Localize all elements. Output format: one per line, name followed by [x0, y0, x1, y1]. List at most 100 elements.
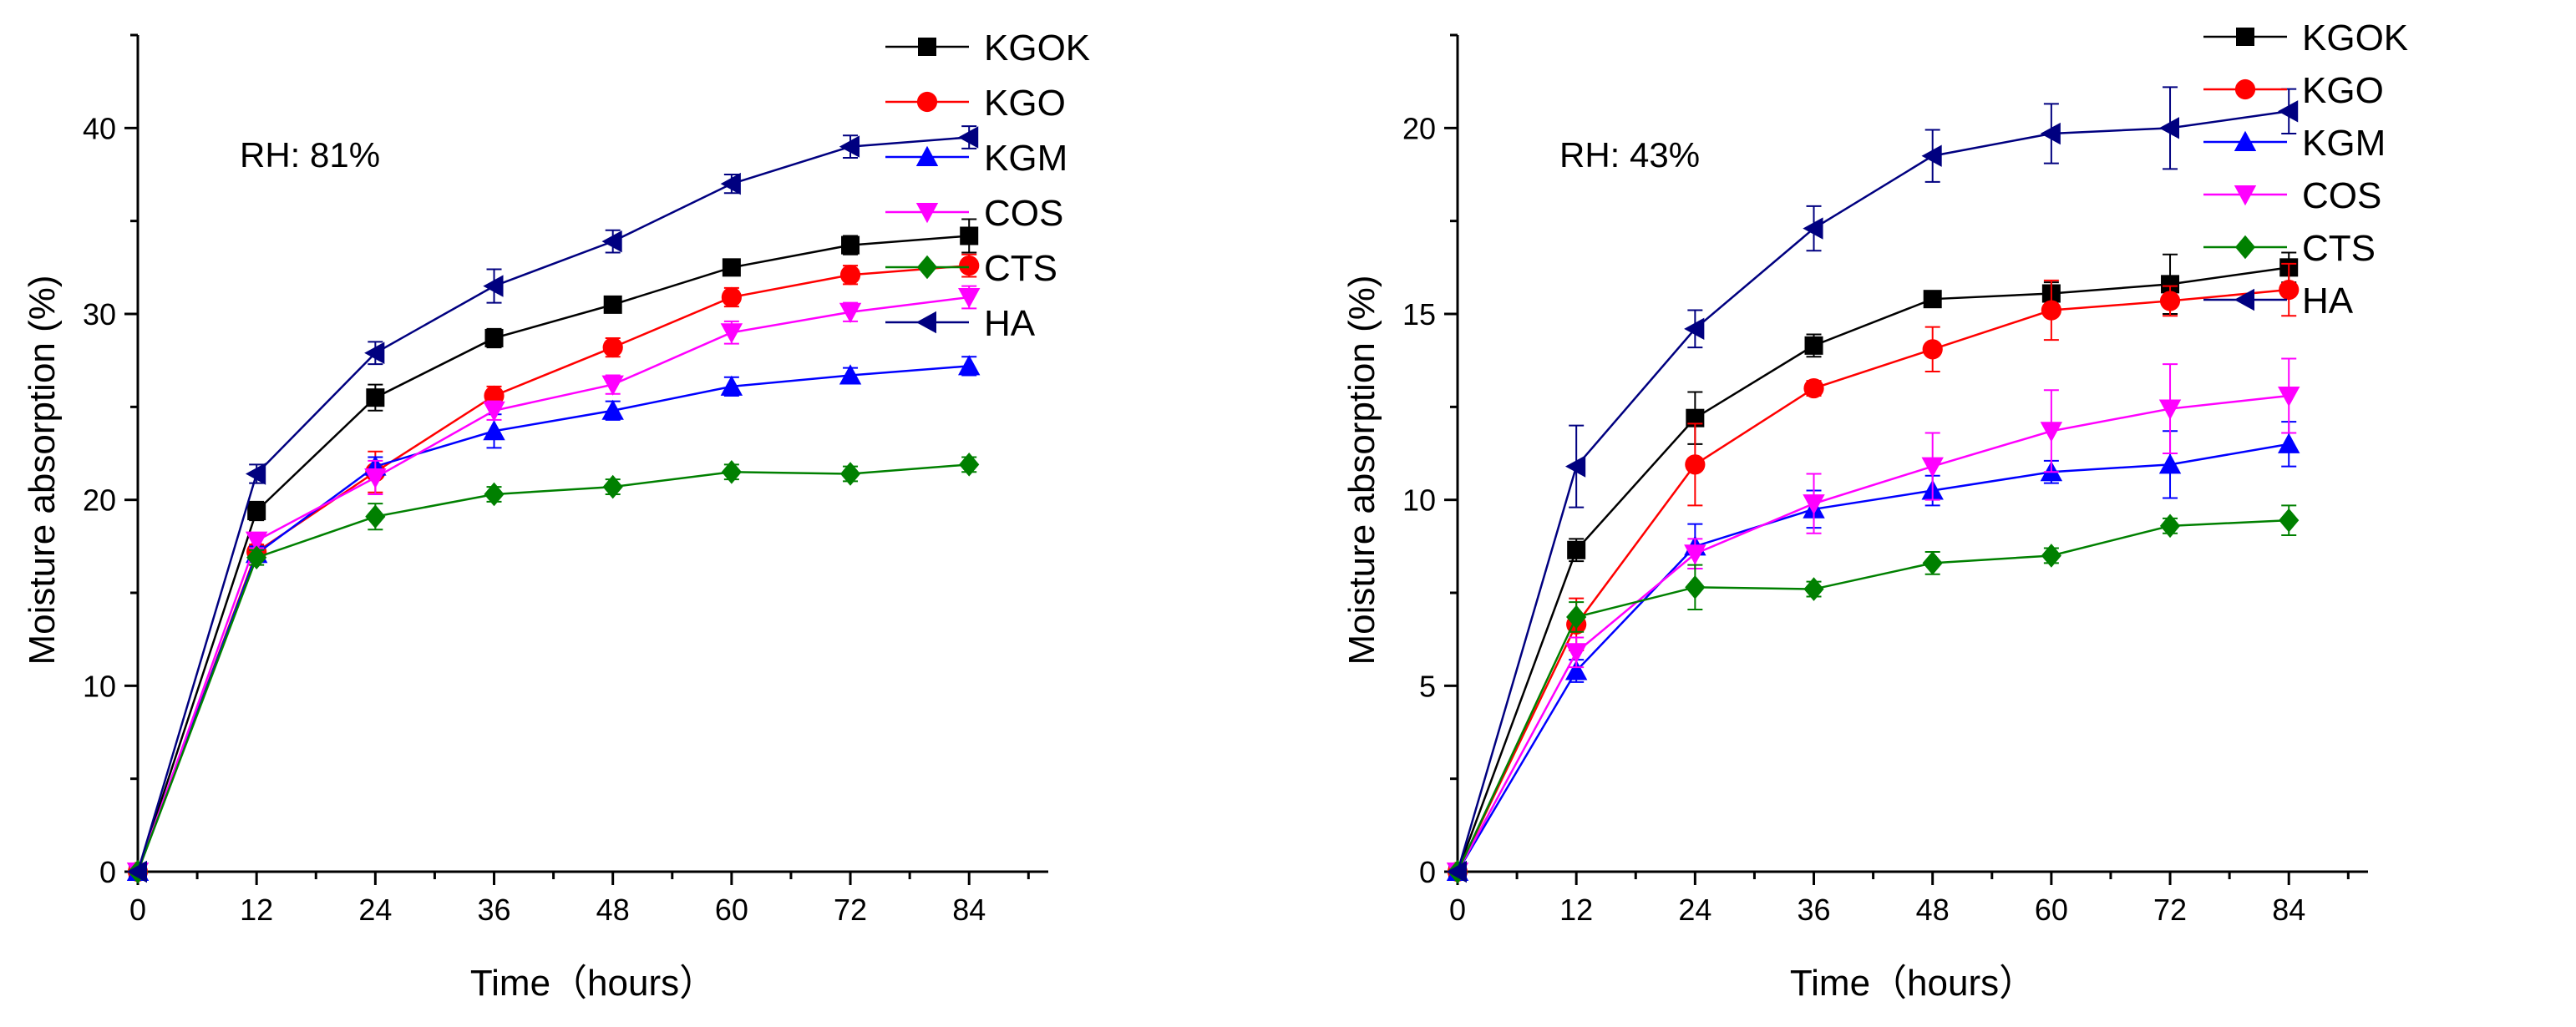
rh-annotation: RH: 43%	[1559, 135, 1700, 175]
data-point	[2279, 279, 2300, 301]
x-tick-label: 84	[2272, 893, 2305, 927]
series-line	[136, 136, 970, 873]
data-point	[601, 399, 624, 420]
data-point	[1567, 540, 1586, 559]
data-point	[2278, 386, 2300, 407]
series-line	[136, 264, 970, 873]
data-point	[2159, 514, 2181, 539]
data-point	[1803, 217, 1823, 240]
legend-label: KGOK	[984, 28, 1090, 68]
legend-label: KGM	[2302, 123, 2386, 164]
data-point	[1684, 544, 1706, 565]
data-point	[839, 302, 862, 323]
legend-marker	[915, 203, 939, 224]
data-point	[601, 230, 622, 253]
data-point	[2158, 453, 2182, 474]
legend-marker	[2234, 78, 2256, 100]
data-point	[1803, 494, 1825, 515]
data-point	[484, 482, 505, 507]
data-point	[602, 474, 623, 499]
data-point	[365, 504, 386, 529]
data-point	[721, 286, 742, 308]
legend: KGOK KGO KGM COS CTS HA	[885, 28, 1090, 344]
data-point	[2040, 122, 2061, 145]
x-axis-title: Time（hours）	[1790, 963, 2036, 1004]
data-point	[721, 459, 742, 484]
y-tick-label: 5	[1419, 669, 1436, 703]
x-tick-label: 48	[1916, 893, 1950, 927]
data-point	[2040, 422, 2063, 443]
data-point	[1564, 455, 1586, 478]
data-point	[722, 258, 741, 277]
data-point	[839, 462, 861, 486]
legend-marker	[2234, 288, 2254, 311]
legend-label: KGOK	[2302, 18, 2408, 58]
y-tick-label: 10	[1402, 483, 1436, 518]
legend-marker	[915, 145, 939, 166]
data-point	[2159, 291, 2181, 311]
data-point	[2278, 433, 2300, 453]
series-cts	[1447, 504, 2300, 884]
data-point	[245, 531, 268, 552]
data-point	[958, 355, 981, 376]
legend-label: HA	[984, 303, 1036, 344]
data-point	[1686, 408, 1705, 427]
data-point	[364, 468, 387, 489]
data-point	[1566, 605, 1587, 630]
data-point	[841, 235, 860, 255]
y-tick-label: 15	[1402, 297, 1436, 331]
y-tick-label: 0	[99, 855, 116, 889]
data-point	[960, 226, 979, 245]
data-point	[364, 341, 385, 364]
series-ha	[1446, 86, 2299, 883]
legend: KGOK KGO KGM COS CTS HA	[2203, 18, 2408, 321]
x-tick-label: 24	[358, 893, 392, 927]
data-point	[1922, 339, 1943, 360]
legend-marker	[916, 255, 938, 280]
series-line	[1456, 288, 2289, 873]
data-point	[720, 375, 743, 396]
legend-marker	[2234, 235, 2256, 260]
series-kgok	[1448, 251, 2299, 881]
legend-marker	[2236, 28, 2254, 46]
series-line	[136, 463, 970, 873]
x-tick-label: 84	[952, 893, 986, 927]
legend-label: COS	[984, 193, 1063, 234]
x-tick-label: 60	[715, 893, 748, 927]
chart-panel-rh43: 0 12 24 36 48 60 72 84 0 5 10 15 20 Time（hours） Moistu…	[1341, 18, 2408, 1004]
data-point	[839, 364, 862, 385]
data-point	[483, 420, 505, 441]
y-tick-label: 30	[83, 297, 116, 331]
series-kgm	[126, 355, 981, 881]
data-point	[484, 328, 504, 347]
x-tick-label: 0	[1449, 893, 1466, 927]
x-tick-label: 72	[2153, 893, 2187, 927]
data-point	[2041, 300, 2061, 321]
data-point	[1803, 577, 1824, 601]
y-axis-title: Moisture absorption (%)	[1341, 275, 1382, 665]
data-point	[1564, 660, 1588, 680]
data-point	[1803, 377, 1824, 399]
x-tick-label: 12	[1559, 893, 1593, 927]
data-point	[839, 265, 861, 286]
y-tick-label: 0	[1419, 855, 1436, 889]
y-axis-title: Moisture absorption (%)	[22, 275, 63, 665]
legend-marker	[918, 38, 936, 56]
x-tick-label: 36	[477, 893, 510, 927]
data-point	[483, 401, 505, 422]
series-cos	[126, 285, 981, 883]
data-point	[1685, 575, 1706, 600]
series-line	[1456, 519, 2289, 873]
chart-panel-rh81: 0 12 24 36 48 60 72 84 0 10 20 30 40 Time（hours） Moist…	[22, 28, 1090, 1004]
series-line	[1456, 110, 2289, 873]
series-line	[1456, 394, 2289, 873]
data-point	[1564, 643, 1588, 664]
legend-label: KGM	[984, 138, 1067, 179]
series-line	[1456, 443, 2289, 873]
legend-label: KGO	[984, 83, 1066, 124]
data-point	[2279, 508, 2300, 533]
data-point	[720, 323, 743, 344]
data-point	[958, 126, 979, 149]
data-point	[839, 135, 860, 158]
